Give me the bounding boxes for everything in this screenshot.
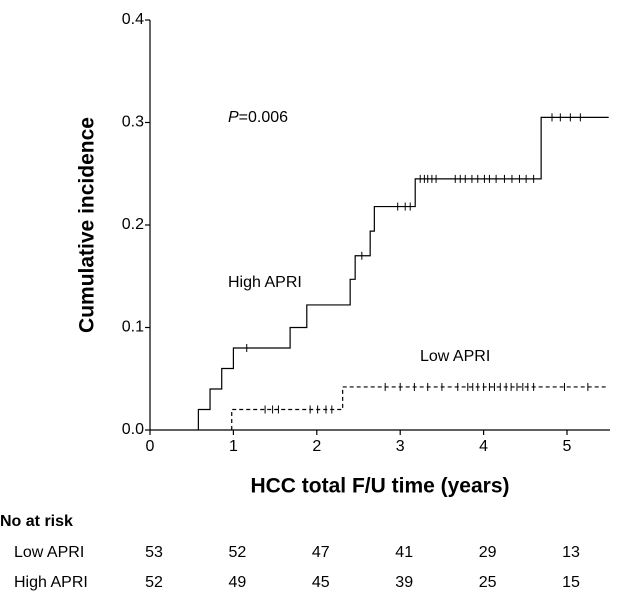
x-tick-label: 4 bbox=[479, 438, 488, 455]
y-tick-label: 0.4 bbox=[122, 11, 144, 28]
risk-count: 47 bbox=[312, 544, 330, 561]
y-tick-label: 0.2 bbox=[122, 216, 144, 233]
y-axis-label: Cumulative incidence bbox=[76, 117, 99, 333]
x-tick-label: 0 bbox=[146, 438, 155, 455]
risk-count: 39 bbox=[395, 574, 413, 591]
p-symbol: P bbox=[228, 109, 239, 126]
p-value: P=0.006 bbox=[228, 109, 288, 126]
risk-table-title: No at risk bbox=[0, 513, 73, 530]
risk-count: 15 bbox=[562, 574, 580, 591]
risk-count: 13 bbox=[562, 544, 580, 561]
y-tick-label: 0.3 bbox=[122, 114, 144, 131]
risk-count: 49 bbox=[229, 574, 247, 591]
x-tick-label: 3 bbox=[396, 438, 405, 455]
step-line bbox=[197, 116, 609, 430]
risk-count: 53 bbox=[145, 544, 163, 561]
risk-count: 25 bbox=[479, 574, 497, 591]
risk-count: 45 bbox=[312, 574, 330, 591]
x-tick-label: 5 bbox=[563, 438, 572, 455]
risk-count: 52 bbox=[145, 574, 163, 591]
risk-count: 41 bbox=[395, 544, 413, 561]
x-tick-label: 2 bbox=[312, 438, 321, 455]
y-tick-label: 0.0 bbox=[122, 421, 144, 438]
series-label: Low APRI bbox=[420, 348, 490, 365]
x-tick-label: 1 bbox=[229, 438, 238, 455]
series-label: High APRI bbox=[228, 274, 302, 291]
p-text: =0.006 bbox=[239, 109, 288, 126]
risk-row-name: High APRI bbox=[14, 574, 88, 591]
step-line bbox=[231, 386, 609, 430]
risk-count: 29 bbox=[479, 544, 497, 561]
risk-count: 52 bbox=[229, 544, 247, 561]
y-tick-label: 0.1 bbox=[122, 319, 144, 336]
risk-row-name: Low APRI bbox=[14, 544, 84, 561]
x-axis-label: HCC total F/U time (years) bbox=[250, 475, 509, 498]
